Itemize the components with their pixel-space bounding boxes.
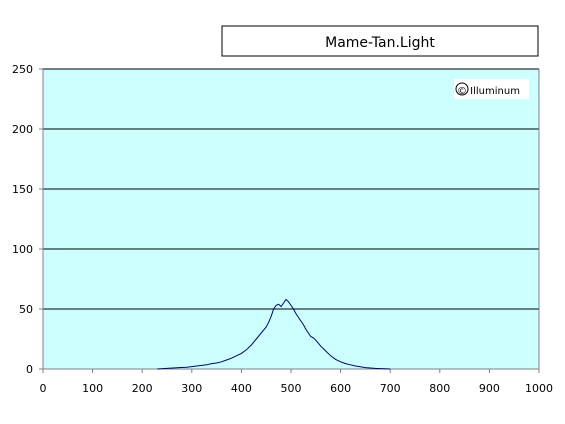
x-tick-label: 900: [479, 382, 500, 395]
x-tick-label: 100: [82, 382, 103, 395]
gridlines: [43, 68, 539, 310]
x-tick-label: 600: [330, 382, 351, 395]
watermark-box: [454, 79, 529, 99]
y-axis-ticks: 0 50 100 150 200 250: [12, 63, 43, 376]
x-axis-ticks: 0 100 200 300 400 500 600 700 800 900 1000: [40, 369, 553, 395]
series-line: [157, 298, 391, 370]
watermark-text: © Illuminum: [457, 86, 520, 97]
chart-title: Mame-Tan.Light: [325, 35, 435, 51]
y-tick-label: 200: [12, 123, 33, 136]
y-tick-label: 0: [26, 363, 33, 376]
x-tick-label: 300: [181, 382, 202, 395]
copyright-circle-icon: [455, 82, 469, 96]
y-tick-label: 150: [12, 183, 33, 196]
x-tick-label: 700: [380, 382, 401, 395]
x-tick-label: 1000: [525, 382, 553, 395]
x-tick-label: 800: [429, 382, 450, 395]
x-tick-label: 500: [281, 382, 302, 395]
y-tick-label: 250: [12, 63, 33, 76]
x-tick-label: 400: [231, 382, 252, 395]
x-tick-label: 200: [132, 382, 153, 395]
title-box: [221, 25, 539, 57]
y-tick-label: 50: [19, 303, 33, 316]
x-tick-label: 0: [40, 382, 47, 395]
plot-area: [43, 69, 539, 369]
y-tick-label: 100: [12, 243, 33, 256]
